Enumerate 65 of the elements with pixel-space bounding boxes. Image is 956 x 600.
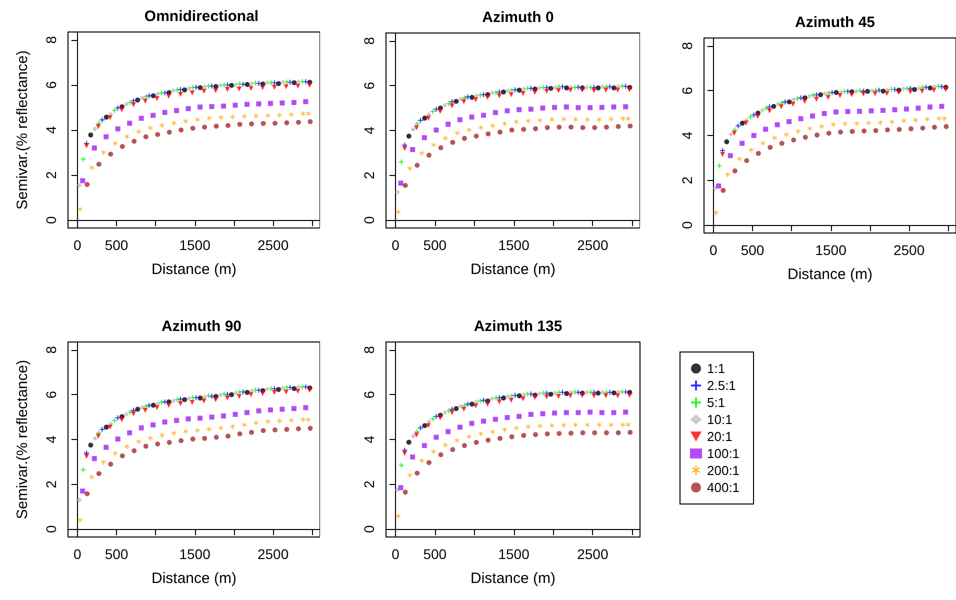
x-tick-label: 1500 <box>498 237 530 253</box>
y-tick-label: 0 <box>679 221 695 230</box>
y-tick-label: 8 <box>361 346 377 354</box>
y-tick-label: 4 <box>361 435 377 444</box>
x-tick-label: 500 <box>423 546 447 562</box>
x-tick-label: 500 <box>740 242 764 258</box>
y-tick-label: 6 <box>43 390 59 399</box>
x-tick-label: 2500 <box>257 546 289 562</box>
y-axis-title: Semivar.(% reflectance) <box>14 50 31 210</box>
x-tick-label: 1500 <box>815 242 847 258</box>
x-tick-label: 2500 <box>577 237 608 253</box>
x-axis-title: Distance (m) <box>151 261 237 278</box>
y-axis-title: Semivar.(% reflectance) <box>14 360 31 520</box>
y-tick-label: 2 <box>679 176 695 184</box>
y-tick-label: 2 <box>361 480 377 488</box>
x-tick-label: 2500 <box>893 242 925 258</box>
y-tick-label: 8 <box>679 42 695 50</box>
chart-title: Azimuth 135 <box>474 318 562 335</box>
y-tick-label: 6 <box>361 390 377 399</box>
chart-title: Azimuth 0 <box>482 9 554 26</box>
x-tick-label: 0 <box>73 237 82 253</box>
legend-label: 20:1 <box>707 429 732 444</box>
y-tick-label: 6 <box>679 86 695 95</box>
chart-title: Azimuth 90 <box>161 318 242 335</box>
x-tick-label: 500 <box>104 237 128 253</box>
x-tick-label: 2500 <box>257 237 289 253</box>
y-tick-label: 2 <box>43 480 59 488</box>
y-tick-label: 4 <box>43 435 59 444</box>
y-tick-label: 6 <box>43 80 59 89</box>
x-tick-label: 1500 <box>179 237 211 253</box>
legend-label: 2.5:1 <box>707 378 736 393</box>
legend-label: 200:1 <box>707 463 740 478</box>
x-tick-label: 0 <box>392 237 400 253</box>
chart-title: Azimuth 45 <box>794 14 876 31</box>
chart-title: Omnidirectional <box>144 8 259 25</box>
legend-label: 100:1 <box>707 446 740 461</box>
y-tick-label: 2 <box>361 171 377 180</box>
x-axis-title: Distance (m) <box>470 261 556 278</box>
x-tick-label: 0 <box>709 242 718 258</box>
x-axis-title: Distance (m) <box>151 570 237 587</box>
y-tick-label: 8 <box>43 36 59 44</box>
legend-label: 10:1 <box>707 412 732 427</box>
x-axis-title: Distance (m) <box>470 570 556 587</box>
y-tick-label: 0 <box>43 216 59 224</box>
y-tick-label: 4 <box>43 126 59 134</box>
y-tick-label: 4 <box>361 126 377 134</box>
legend-label: 400:1 <box>707 480 740 495</box>
legend-label: 5:1 <box>707 395 726 410</box>
x-tick-label: 1500 <box>179 546 211 562</box>
y-tick-label: 4 <box>679 131 695 140</box>
y-tick-label: 0 <box>361 216 377 224</box>
y-tick-label: 0 <box>361 525 377 534</box>
y-tick-label: 8 <box>43 346 59 354</box>
x-tick-label: 500 <box>423 237 447 253</box>
x-axis-title: Distance (m) <box>787 266 873 283</box>
x-tick-label: 0 <box>392 546 400 562</box>
y-tick-label: 0 <box>43 525 59 534</box>
x-tick-label: 1500 <box>498 546 530 562</box>
legend-label: 1:1 <box>707 361 726 376</box>
y-tick-label: 8 <box>361 36 377 45</box>
y-tick-label: 2 <box>43 170 59 179</box>
x-tick-label: 0 <box>73 546 82 562</box>
y-tick-label: 6 <box>361 82 377 90</box>
x-tick-label: 2500 <box>577 546 608 562</box>
x-tick-label: 500 <box>104 546 128 562</box>
